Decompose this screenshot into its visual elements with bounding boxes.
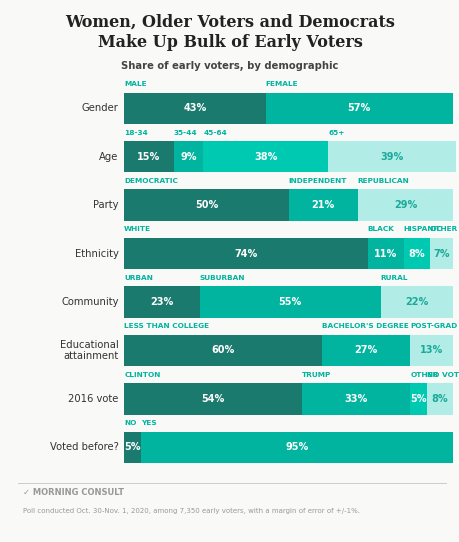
Bar xyxy=(124,141,173,172)
Bar xyxy=(140,431,452,463)
Bar xyxy=(265,93,452,124)
Bar xyxy=(403,238,429,269)
Text: INDEPENDENT: INDEPENDENT xyxy=(288,178,347,184)
Bar xyxy=(426,383,452,415)
Text: TRUMP: TRUMP xyxy=(301,372,330,378)
Bar xyxy=(301,383,409,415)
Text: NO: NO xyxy=(124,420,136,426)
Text: Community: Community xyxy=(61,297,118,307)
Text: 65+: 65+ xyxy=(327,130,344,136)
Text: Party: Party xyxy=(93,200,118,210)
Text: 50%: 50% xyxy=(194,200,218,210)
Text: 27%: 27% xyxy=(353,345,377,356)
Text: 5%: 5% xyxy=(124,442,140,453)
Text: 23%: 23% xyxy=(150,297,173,307)
Text: MALE: MALE xyxy=(124,81,146,87)
Text: NO VOTE: NO VOTE xyxy=(426,372,459,378)
Text: Educational
attainment: Educational attainment xyxy=(60,340,118,361)
Bar xyxy=(288,189,357,221)
Text: Voted before?: Voted before? xyxy=(50,442,118,453)
Text: 18-34: 18-34 xyxy=(124,130,148,136)
Text: HISPANIC: HISPANIC xyxy=(403,227,441,233)
Text: YES: YES xyxy=(140,420,156,426)
Text: REPUBLICAN: REPUBLICAN xyxy=(357,178,409,184)
Text: 21%: 21% xyxy=(311,200,334,210)
Bar xyxy=(124,431,140,463)
Text: 33%: 33% xyxy=(344,394,367,404)
Bar xyxy=(199,286,380,318)
Text: BACHELOR'S DEGREE: BACHELOR'S DEGREE xyxy=(321,323,408,330)
Text: 11%: 11% xyxy=(373,249,397,259)
Bar xyxy=(429,238,452,269)
Bar xyxy=(203,141,327,172)
Text: 13%: 13% xyxy=(419,345,442,356)
Text: 22%: 22% xyxy=(404,297,428,307)
Bar xyxy=(124,93,265,124)
Text: LESS THAN COLLEGE: LESS THAN COLLEGE xyxy=(124,323,209,330)
Text: 57%: 57% xyxy=(347,103,370,113)
Text: 38%: 38% xyxy=(253,152,277,162)
Text: Age: Age xyxy=(99,152,118,162)
Text: 8%: 8% xyxy=(408,249,424,259)
Text: POST-GRAD: POST-GRAD xyxy=(409,323,457,330)
Text: BLACK: BLACK xyxy=(367,227,394,233)
Text: 35-44: 35-44 xyxy=(173,130,197,136)
Text: 2016 vote: 2016 vote xyxy=(68,394,118,404)
Bar xyxy=(327,141,455,172)
Bar xyxy=(124,238,367,269)
Bar xyxy=(124,286,199,318)
Text: 55%: 55% xyxy=(278,297,301,307)
Text: 54%: 54% xyxy=(201,394,224,404)
Text: 29%: 29% xyxy=(393,200,416,210)
Text: Gender: Gender xyxy=(82,103,118,113)
Bar xyxy=(321,335,409,366)
Bar xyxy=(173,141,203,172)
Text: ✓ MORNING CONSULT: ✓ MORNING CONSULT xyxy=(23,488,124,497)
Text: 9%: 9% xyxy=(179,152,196,162)
Text: OTHER: OTHER xyxy=(429,227,457,233)
Bar xyxy=(409,335,452,366)
Text: 74%: 74% xyxy=(234,249,257,259)
Text: 15%: 15% xyxy=(137,152,160,162)
Text: 45-64: 45-64 xyxy=(203,130,226,136)
Text: Poll conducted Oct. 30-Nov. 1, 2020, among 7,350 early voters, with a margin of : Poll conducted Oct. 30-Nov. 1, 2020, amo… xyxy=(23,508,359,514)
Bar xyxy=(357,189,452,221)
Bar xyxy=(124,335,321,366)
Text: RURAL: RURAL xyxy=(380,275,407,281)
Text: 60%: 60% xyxy=(211,345,234,356)
Text: CLINTON: CLINTON xyxy=(124,372,160,378)
Text: 43%: 43% xyxy=(183,103,206,113)
Text: Ethnicity: Ethnicity xyxy=(75,249,118,259)
Bar xyxy=(367,238,403,269)
Text: Women, Older Voters and Democrats
Make Up Bulk of Early Voters: Women, Older Voters and Democrats Make U… xyxy=(65,14,394,51)
Text: 95%: 95% xyxy=(285,442,308,453)
Text: 5%: 5% xyxy=(409,394,426,404)
Text: URBAN: URBAN xyxy=(124,275,153,281)
Text: FEMALE: FEMALE xyxy=(265,81,297,87)
Bar xyxy=(409,383,426,415)
Text: Share of early voters, by demographic: Share of early voters, by demographic xyxy=(121,61,338,70)
Text: DEMOCRATIC: DEMOCRATIC xyxy=(124,178,178,184)
Bar xyxy=(124,383,301,415)
Text: 39%: 39% xyxy=(380,152,403,162)
Text: WHITE: WHITE xyxy=(124,227,151,233)
Text: SUBURBAN: SUBURBAN xyxy=(199,275,245,281)
Text: OTHER: OTHER xyxy=(409,372,437,378)
Bar xyxy=(380,286,452,318)
Text: 7%: 7% xyxy=(432,249,449,259)
Text: 8%: 8% xyxy=(431,394,447,404)
Bar xyxy=(124,189,288,221)
